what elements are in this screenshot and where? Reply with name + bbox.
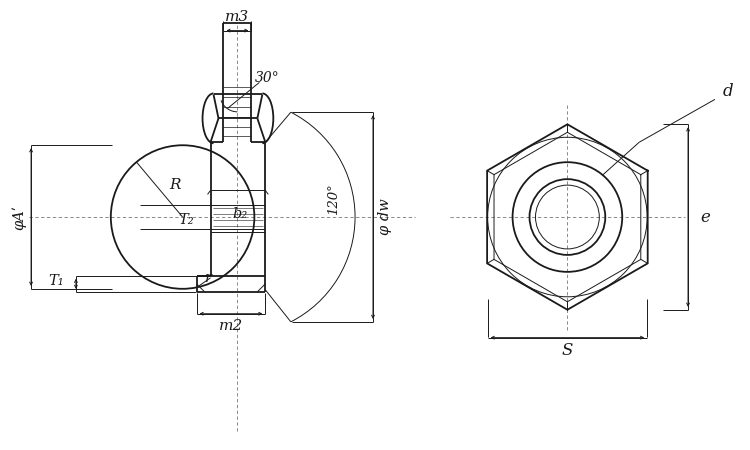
Text: φAʹ: φAʹ xyxy=(11,204,26,230)
Text: d: d xyxy=(723,83,734,100)
Text: r: r xyxy=(205,271,212,285)
Text: 120°: 120° xyxy=(328,183,340,215)
Text: b₂: b₂ xyxy=(232,207,248,221)
Text: e: e xyxy=(700,208,709,225)
Text: m3: m3 xyxy=(225,9,250,24)
Text: R: R xyxy=(169,178,180,192)
Text: m2: m2 xyxy=(219,319,243,333)
Text: T₂: T₂ xyxy=(178,213,194,227)
Text: T₁: T₁ xyxy=(48,274,64,288)
Text: S: S xyxy=(562,342,573,359)
Text: φ dw: φ dw xyxy=(378,198,392,235)
Text: 30°: 30° xyxy=(255,72,280,86)
